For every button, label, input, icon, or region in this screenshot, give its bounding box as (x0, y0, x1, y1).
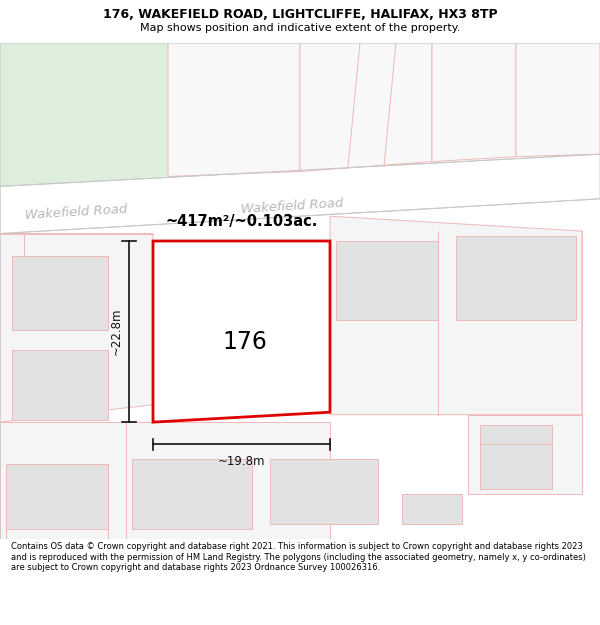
Polygon shape (432, 42, 516, 162)
Bar (6, 529, 108, 539)
Bar (480, 444, 552, 489)
Text: Contains OS data © Crown copyright and database right 2021. This information is : Contains OS data © Crown copyright and d… (11, 542, 586, 572)
Polygon shape (153, 241, 330, 422)
Polygon shape (126, 422, 330, 539)
Bar (402, 494, 462, 524)
Polygon shape (0, 234, 153, 422)
Polygon shape (468, 415, 582, 494)
Polygon shape (0, 42, 168, 186)
Bar (456, 236, 576, 321)
Text: Wakefield Road: Wakefield Road (240, 197, 343, 216)
Text: Map shows position and indicative extent of the property.: Map shows position and indicative extent… (140, 23, 460, 33)
Bar (270, 459, 378, 524)
Bar (12, 350, 108, 419)
Text: ~22.8m: ~22.8m (109, 308, 122, 356)
Polygon shape (516, 42, 600, 157)
Text: 176, WAKEFIELD ROAD, LIGHTCLIFFE, HALIFAX, HX3 8TP: 176, WAKEFIELD ROAD, LIGHTCLIFFE, HALIFA… (103, 9, 497, 21)
Polygon shape (330, 216, 582, 415)
Bar (480, 424, 552, 444)
Polygon shape (0, 422, 126, 539)
Polygon shape (0, 154, 600, 234)
Text: 176: 176 (223, 331, 268, 354)
Bar (6, 464, 108, 529)
Bar (12, 256, 108, 331)
Bar (132, 459, 252, 529)
Text: ~19.8m: ~19.8m (218, 456, 265, 468)
Polygon shape (168, 42, 300, 176)
Text: Wakefield Road: Wakefield Road (24, 202, 127, 222)
Text: ~417m²/~0.103ac.: ~417m²/~0.103ac. (166, 214, 317, 229)
Polygon shape (300, 42, 432, 171)
Bar (336, 241, 438, 321)
